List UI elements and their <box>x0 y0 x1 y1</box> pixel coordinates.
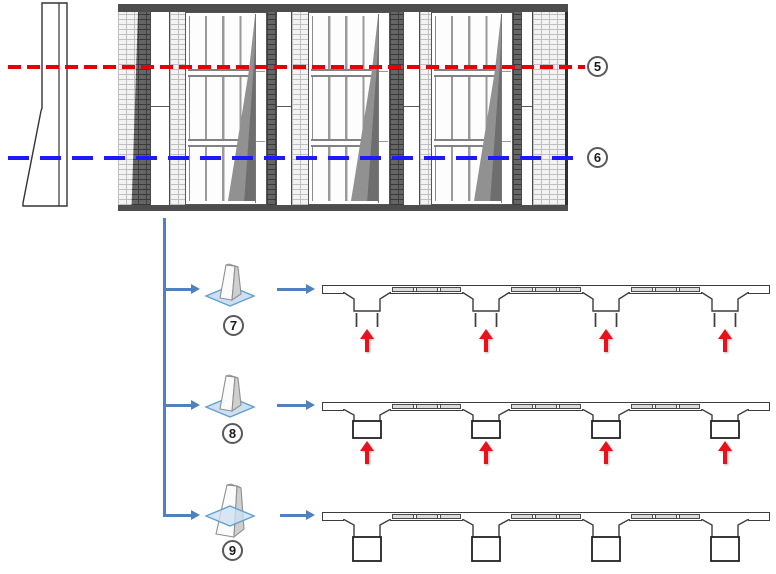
window-transom <box>311 69 387 77</box>
glazing-strip <box>631 287 700 292</box>
brick-strip <box>420 12 431 205</box>
brick-pier <box>533 12 565 205</box>
plan-row-7-pier <box>582 292 630 327</box>
pier-shadow <box>131 12 150 205</box>
glazing-strip <box>392 514 461 519</box>
plan-row-9-pier <box>343 519 391 562</box>
glazing-strip <box>511 514 581 519</box>
label-bubble-9: 9 <box>222 540 243 561</box>
window-transom <box>311 139 387 147</box>
wall-profile-section <box>22 2 68 207</box>
window-transom <box>188 139 264 147</box>
glazing-strip <box>392 287 461 292</box>
pilaster <box>276 12 292 205</box>
glazing-strip <box>631 514 700 519</box>
plan-row-8-pier <box>701 409 749 439</box>
window-jamb <box>501 14 511 203</box>
label-bubble-8: 8 <box>222 423 243 444</box>
label-bubble-5: 5 <box>587 56 608 77</box>
pilaster <box>150 12 170 205</box>
plan-row-8-pier <box>462 409 510 439</box>
pilaster <box>403 12 420 205</box>
red-up-arrow <box>359 329 375 353</box>
red-up-arrow <box>478 329 494 353</box>
red-up-arrow <box>717 441 733 465</box>
window-transom <box>434 139 510 147</box>
red-up-arrow <box>359 441 375 465</box>
dark-brick-strip <box>513 12 521 205</box>
dark-brick-strip <box>390 12 403 205</box>
window-transom <box>188 69 264 77</box>
label-bubble-7: 7 <box>223 315 244 336</box>
section-line-5 <box>8 65 585 69</box>
window-glass <box>189 16 258 201</box>
red-up-arrow <box>598 441 614 465</box>
brick-strip <box>170 12 185 205</box>
plan-row-8-pier <box>343 409 391 439</box>
branch-arrow-7 <box>165 284 200 294</box>
window-3 <box>431 12 513 205</box>
window-1 <box>185 12 267 205</box>
plan-row-8-pier <box>582 409 630 439</box>
plan-row-7-pier <box>462 292 510 327</box>
plan-row-9-pier <box>582 519 630 562</box>
label-9-text: 9 <box>228 543 237 558</box>
row-arrow-7 <box>277 284 315 294</box>
glazing-strip <box>392 404 461 409</box>
plan-row-9-pier <box>462 519 510 562</box>
pilaster <box>521 12 533 205</box>
section-line-6 <box>8 156 583 160</box>
facade-top-band <box>118 4 568 12</box>
facade-right-edge <box>565 12 568 205</box>
window-2 <box>308 12 390 205</box>
glazing-strip <box>511 404 581 409</box>
cut-plane-icon-7 <box>204 263 256 307</box>
window-jamb <box>255 14 265 203</box>
glazing-strip <box>631 404 700 409</box>
window-transom <box>434 69 510 77</box>
connector-tree-trunk <box>163 218 166 517</box>
plan-row-9-pier <box>701 519 749 562</box>
plan-row-7-pier <box>343 292 391 327</box>
facade-elevation <box>118 4 568 211</box>
red-up-arrow <box>717 329 733 353</box>
label-5-text: 5 <box>593 59 602 74</box>
brick-pier <box>118 12 150 205</box>
red-up-arrow <box>598 329 614 353</box>
branch-arrow-9 <box>165 510 200 520</box>
label-bubble-6: 6 <box>587 147 608 168</box>
row-arrow-8 <box>277 400 315 410</box>
row-arrow-9 <box>280 510 315 520</box>
brick-strip <box>292 12 308 205</box>
branch-arrow-8 <box>165 400 200 410</box>
label-6-text: 6 <box>593 150 602 165</box>
window-jamb <box>378 14 388 203</box>
label-8-text: 8 <box>228 426 237 441</box>
red-up-arrow <box>478 441 494 465</box>
dark-brick-strip <box>267 12 276 205</box>
plan-row-7-pier <box>701 292 749 327</box>
glazing-strip <box>511 287 581 292</box>
cut-plane-icon-9 <box>204 483 256 539</box>
label-7-text: 7 <box>229 318 238 333</box>
cut-plane-icon-8 <box>204 374 256 418</box>
facade-bottom-band <box>118 205 568 211</box>
